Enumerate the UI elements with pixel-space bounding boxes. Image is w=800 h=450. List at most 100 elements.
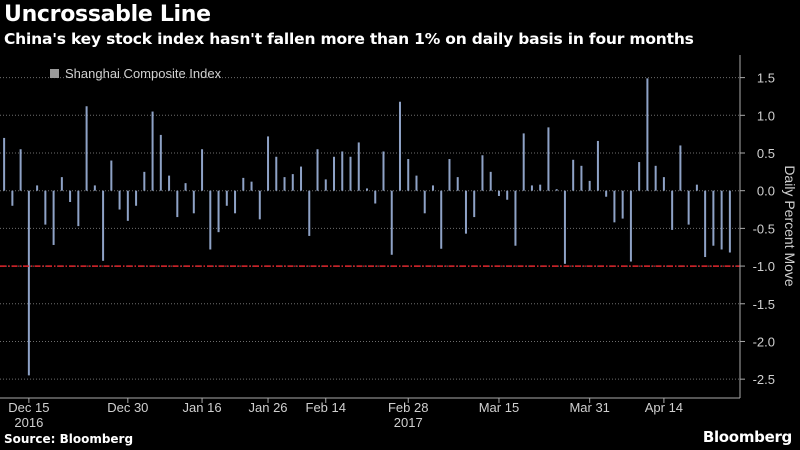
bar: [654, 165, 657, 191]
y-tick-label: 1.5: [757, 71, 775, 86]
bar: [547, 127, 550, 191]
bar: [522, 133, 525, 191]
bar: [530, 185, 533, 191]
bar: [456, 177, 459, 191]
bar: [110, 160, 113, 191]
source-note: Source: Bloomberg: [4, 432, 134, 446]
grid-lines: [0, 77, 740, 380]
x-tick-label: Dec 15: [8, 400, 49, 415]
bar: [275, 156, 278, 191]
bar: [159, 134, 162, 191]
bar: [192, 190, 195, 214]
bar: [118, 190, 121, 210]
x-tick-label: Jan 16: [183, 400, 222, 415]
bar: [473, 190, 476, 218]
bar: [242, 177, 245, 191]
bar: [621, 190, 624, 219]
bar: [506, 190, 509, 200]
bar: [489, 171, 492, 191]
x-tick-label: Dec 30: [107, 400, 148, 415]
bar: [333, 156, 336, 191]
bar: [728, 190, 731, 253]
x-tick-year-label: 2017: [394, 415, 423, 430]
bar: [27, 190, 30, 376]
bar: [126, 190, 129, 221]
x-tick-label: Jan 26: [249, 400, 288, 415]
bar: [572, 159, 575, 191]
bar: [613, 190, 616, 223]
bar: [300, 166, 303, 191]
bar: [481, 155, 484, 191]
bar: [151, 111, 154, 191]
bar: [712, 190, 715, 246]
x-tick-label: Apr 14: [645, 400, 683, 415]
bar: [440, 190, 443, 249]
bar: [464, 190, 467, 234]
bar: [431, 185, 434, 191]
bar: [11, 190, 14, 206]
bar: [382, 151, 385, 191]
bar: [283, 177, 286, 191]
bar: [308, 190, 311, 236]
bar: [580, 165, 583, 191]
bar: [60, 177, 63, 191]
bar: [539, 184, 542, 191]
bar: [415, 175, 418, 191]
bar: [357, 142, 360, 191]
x-tick-year-label: 2016: [14, 415, 43, 430]
legend-swatch: [50, 69, 59, 78]
bar: [588, 180, 591, 191]
bar: [687, 190, 690, 225]
y-axis-title: Daily Percent Move: [782, 165, 798, 287]
bar: [662, 177, 665, 191]
legend-label: Shanghai Composite Index: [65, 66, 222, 81]
bar: [596, 140, 599, 191]
x-tick-label: Feb 14: [306, 400, 346, 415]
bar: [324, 179, 327, 191]
y-tick-label: -2.0: [753, 334, 775, 349]
bar: [52, 190, 55, 245]
bar: [704, 190, 707, 258]
bar: [341, 151, 344, 191]
y-tick-label: -1.5: [753, 297, 775, 312]
bar: [605, 190, 608, 197]
bar: [267, 136, 270, 191]
x-tick-label: Mar 15: [479, 400, 519, 415]
bar: [366, 188, 368, 191]
bar: [184, 183, 187, 191]
bar: [234, 190, 237, 214]
bar: [168, 175, 171, 191]
bar: [85, 106, 88, 191]
y-tick-label: 0.5: [757, 146, 775, 161]
bar: [176, 190, 179, 218]
bar: [102, 190, 105, 261]
y-tick-label: -1.0: [753, 259, 775, 274]
bar: [679, 145, 682, 191]
bar: [217, 190, 220, 233]
chart-subtitle: China's key stock index hasn't fallen mo…: [4, 30, 694, 48]
bar: [143, 171, 146, 191]
legend: Shanghai Composite Index: [50, 66, 222, 81]
bar: [407, 159, 410, 191]
bar: [77, 190, 80, 227]
bar: [69, 190, 72, 202]
bar: [563, 190, 566, 264]
x-tick-label: Feb 28: [388, 400, 428, 415]
bar: [374, 190, 377, 204]
bar: [44, 190, 47, 225]
bar: [201, 149, 204, 191]
y-tick-label: 0.0: [757, 184, 775, 199]
bar: [225, 190, 228, 206]
bar: [423, 190, 426, 214]
bar: [291, 174, 294, 191]
bar: [720, 190, 723, 250]
bar: [646, 78, 649, 191]
bar: [209, 190, 212, 250]
bar: [638, 162, 641, 191]
y-tick-label: 1.0: [757, 108, 775, 123]
bar: [629, 190, 632, 262]
chart-title: Uncrossable Line: [4, 2, 211, 27]
bar: [448, 159, 451, 191]
